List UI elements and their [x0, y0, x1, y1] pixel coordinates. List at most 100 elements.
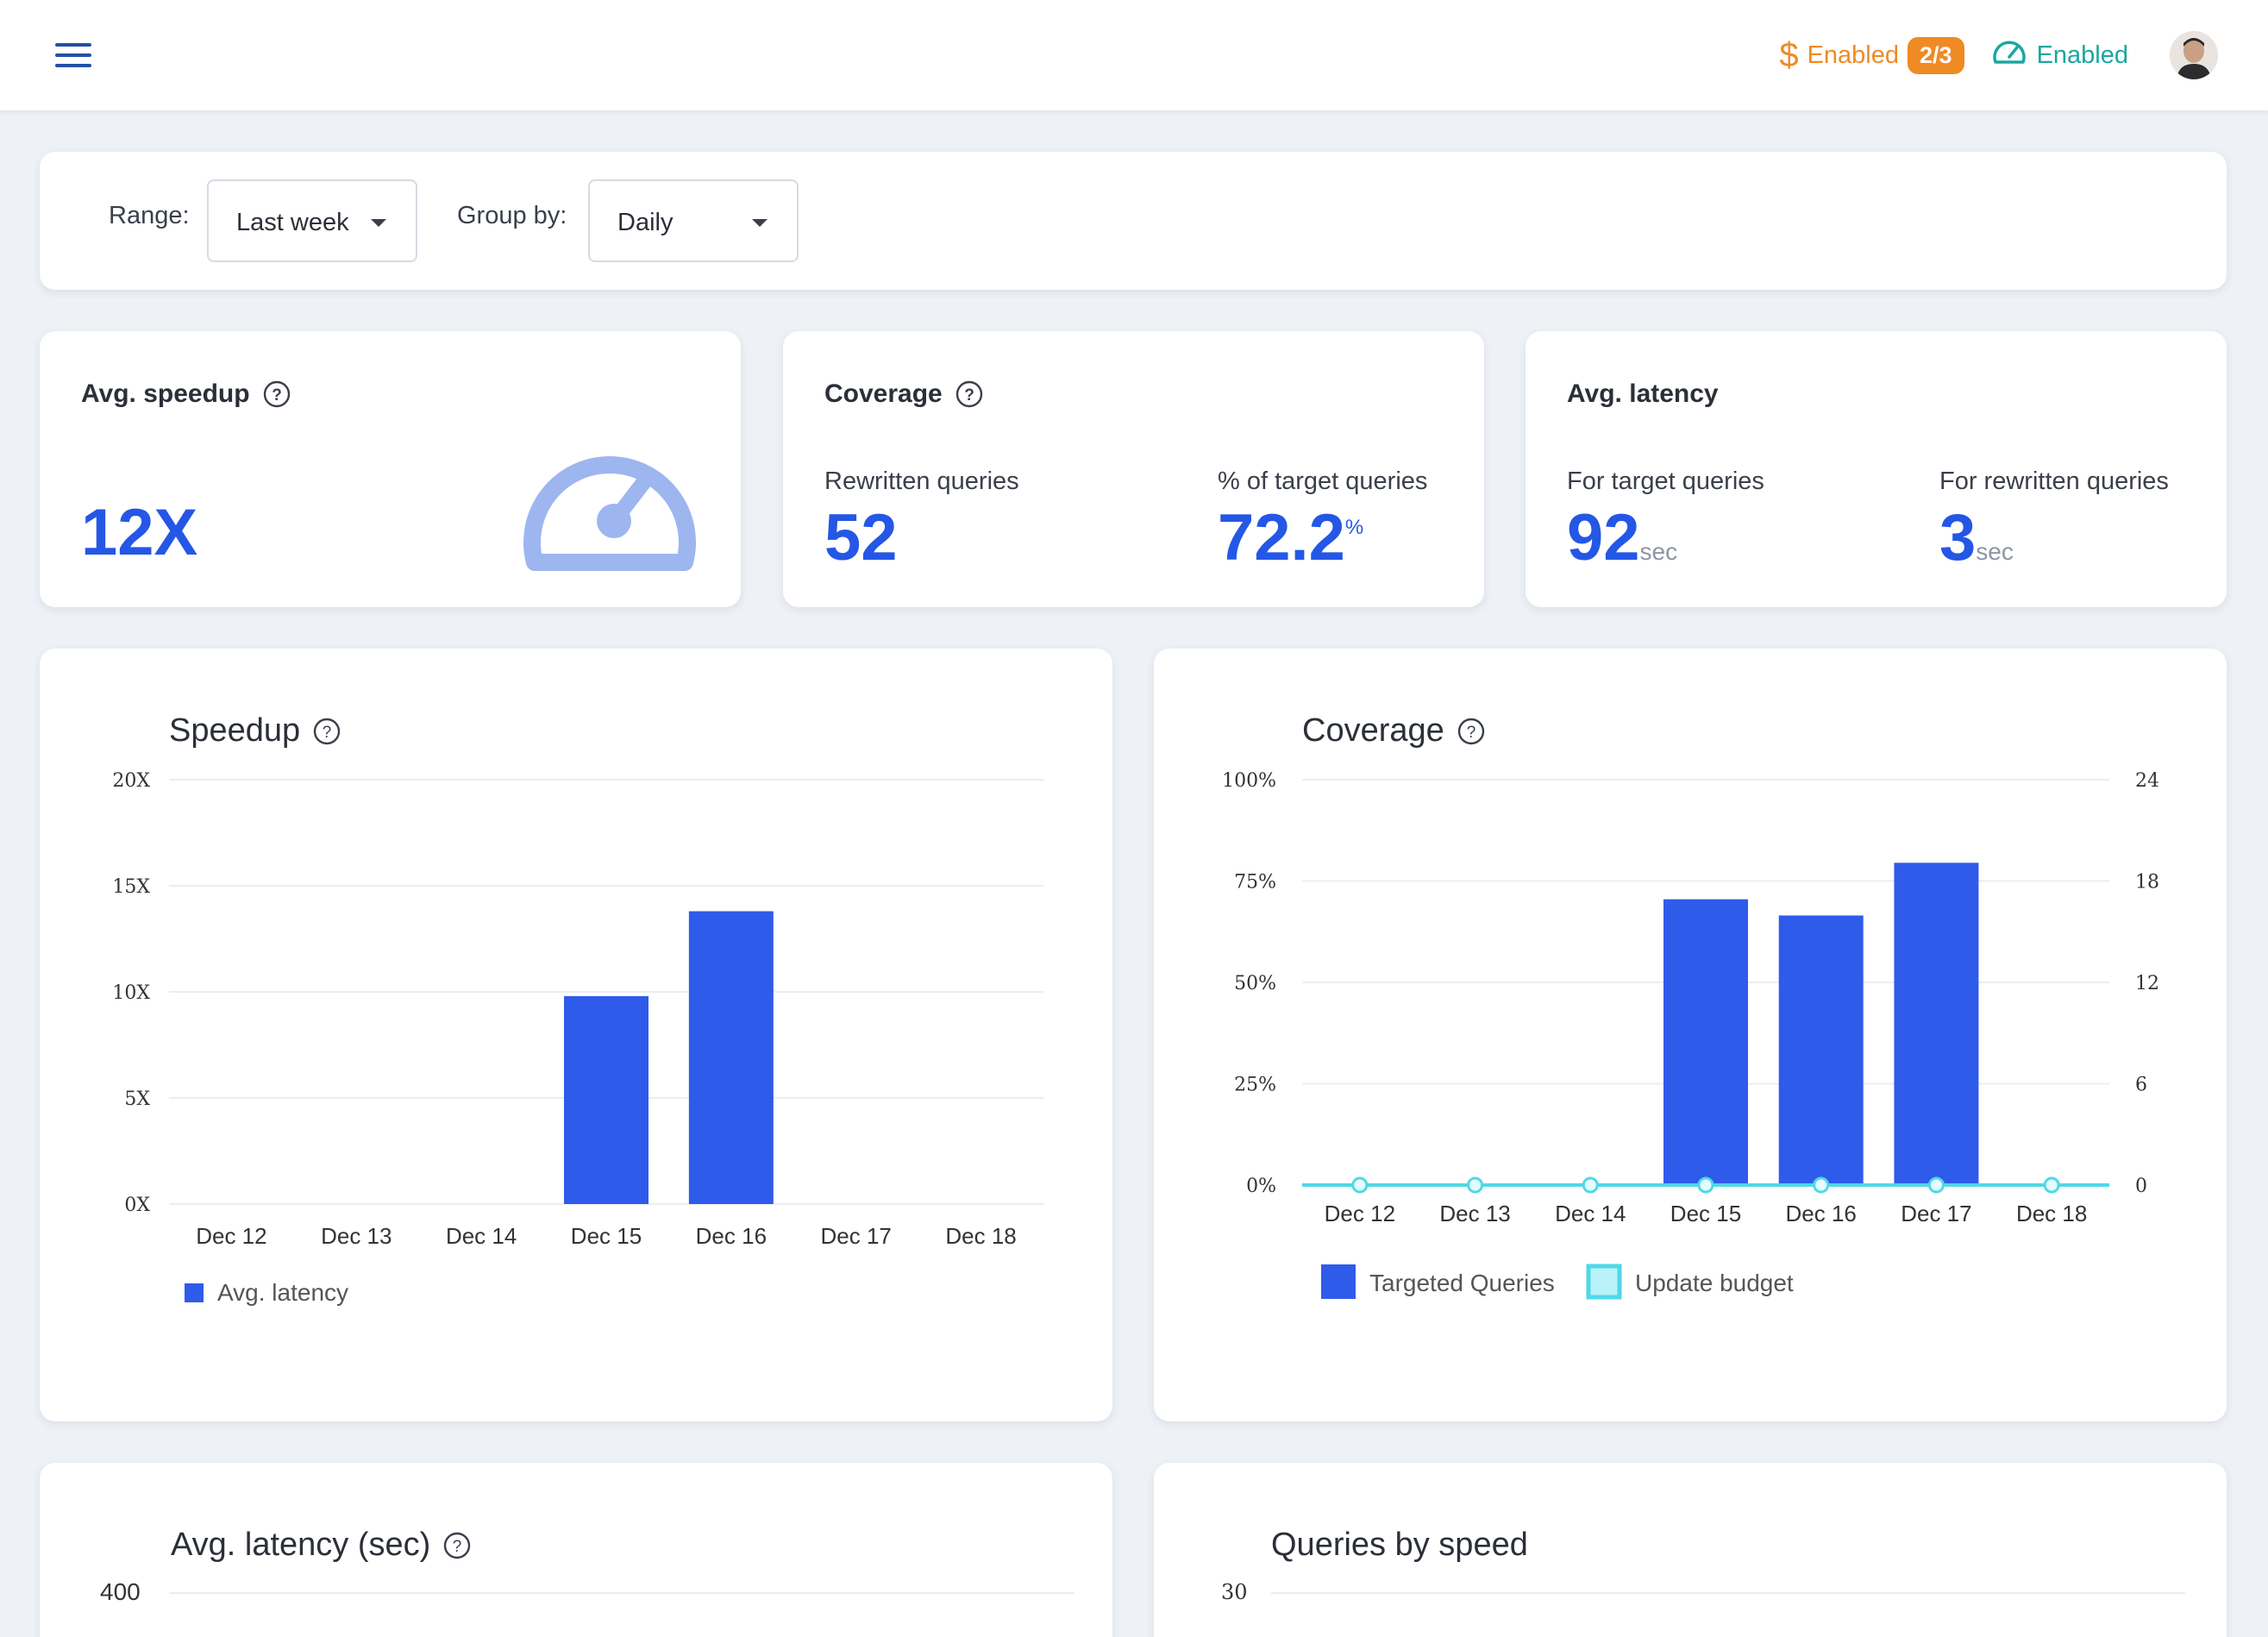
- gridline: [169, 1592, 1074, 1594]
- dollar-icon: $: [1779, 35, 1799, 74]
- bar: [1778, 915, 1864, 1185]
- target-latency-value: 92: [1567, 501, 1640, 574]
- x-tick-label: Dec 15: [1670, 1201, 1741, 1226]
- svg-text:?: ?: [323, 724, 332, 742]
- queries-speed-chart-title-text: Queries by speed: [1271, 1527, 1528, 1563]
- range-select[interactable]: Last week: [207, 179, 417, 262]
- target-latency-value-group: 92sec: [1567, 500, 1677, 575]
- latency-stat-title-text: Avg. latency: [1567, 379, 1719, 408]
- rewritten-latency-value-group: 3sec: [1939, 500, 2014, 575]
- coverage-stat-title: Coverage ?: [824, 379, 984, 409]
- legend-label: Update budget: [1635, 1270, 1794, 1296]
- x-tick-label: Dec 14: [446, 1223, 517, 1249]
- percent-target-label: % of target queries: [1218, 467, 1428, 495]
- budget-status[interactable]: $ Enabled 2/3: [1779, 36, 1964, 75]
- y2-tick-label: 0: [2135, 1176, 2147, 1197]
- y-tick-label: 75%: [1234, 872, 1276, 894]
- latency-chart-title-text: Avg. latency (sec): [171, 1527, 431, 1563]
- chevron-down-icon: [752, 219, 767, 227]
- y-tick-label: 0%: [1246, 1176, 1276, 1197]
- menu-icon[interactable]: [55, 41, 91, 69]
- speedup-stat-title: Avg. speedup ?: [81, 379, 291, 409]
- svg-text:?: ?: [272, 386, 282, 405]
- coverage-stat-card: Coverage ? Rewritten queries 52 % of tar…: [783, 331, 1484, 607]
- y-tick-label: 100%: [1222, 770, 1276, 792]
- target-latency-unit: sec: [1639, 538, 1678, 565]
- help-icon[interactable]: ?: [1457, 717, 1486, 746]
- target-latency-label: For target queries: [1567, 467, 1764, 495]
- y2-tick-label: 6: [2135, 1075, 2147, 1096]
- percent-target-value-group: 72.2%: [1218, 500, 1363, 575]
- speedometer-icon: [1990, 34, 2028, 76]
- x-tick-label: Dec 18: [945, 1223, 1016, 1249]
- x-tick-label: Dec 16: [1786, 1201, 1857, 1226]
- budget-point: [1927, 1176, 1945, 1194]
- x-tick-label: Dec 17: [821, 1223, 892, 1249]
- y2-tick-label: 24: [2135, 770, 2159, 792]
- x-tick-label: Dec 14: [1555, 1201, 1626, 1226]
- help-icon[interactable]: ?: [262, 379, 291, 409]
- legend-label: Avg. latency: [217, 1279, 348, 1306]
- x-tick-label: Dec 15: [571, 1223, 642, 1249]
- y-tick-label: 5X: [124, 1088, 150, 1110]
- budget-point: [1813, 1176, 1830, 1194]
- gridline: [1271, 1592, 2185, 1594]
- y-tick-label: 15X: [112, 876, 150, 898]
- svg-text:?: ?: [453, 1538, 462, 1556]
- legend-swatch: [1586, 1264, 1622, 1300]
- bar: [1663, 899, 1748, 1185]
- group-by-select[interactable]: Daily: [588, 179, 799, 262]
- help-icon[interactable]: ?: [312, 717, 341, 746]
- avatar[interactable]: [2170, 31, 2218, 79]
- rewritten-latency-value: 3: [1939, 501, 1977, 574]
- latency-stat-card: Avg. latency For target queries 92sec Fo…: [1526, 331, 2227, 607]
- speedup-chart-title: Speedup ?: [169, 712, 341, 750]
- y2-tick-label: 12: [2135, 973, 2159, 994]
- y2-tick-label: 18: [2135, 872, 2159, 894]
- latency-stat-title: Avg. latency: [1567, 379, 1719, 409]
- x-tick-label: Dec 12: [196, 1223, 266, 1249]
- bar: [1894, 862, 1979, 1185]
- coverage-chart-title: Coverage ?: [1302, 712, 1486, 750]
- rewritten-queries-label: Rewritten queries: [824, 467, 1019, 495]
- x-tick-label: Dec 16: [696, 1223, 767, 1249]
- budget-point: [1582, 1176, 1599, 1194]
- bar: [688, 911, 774, 1204]
- y-tick-label: 25%: [1234, 1075, 1276, 1096]
- legend-swatch: [1321, 1264, 1356, 1299]
- queries-speed-chart-title: Queries by speed: [1271, 1527, 1528, 1564]
- top-bar: $ Enabled 2/3 Enabled: [0, 0, 2268, 110]
- x-tick-label: Dec 12: [1325, 1201, 1395, 1226]
- group-by-label: Group by:: [457, 202, 567, 229]
- speedometer-icon: [523, 455, 696, 571]
- svg-text:?: ?: [1466, 724, 1475, 742]
- y-tick-label: 0X: [124, 1195, 150, 1216]
- coverage-chart: 0% 0 25% 6 50% 12 75% 18 100% 24 Dec 12 Dec 13 Dec 1…: [1222, 770, 2159, 1300]
- speedup-chart-title-text: Speedup: [169, 712, 301, 749]
- rewritten-latency-label: For rewritten queries: [1939, 467, 2169, 495]
- bar: [564, 995, 648, 1204]
- latency-y-tick: 400: [100, 1578, 141, 1605]
- filter-bar: Range: Last week Group by: Daily: [40, 152, 2227, 290]
- percent-target-value: 72.2: [1218, 501, 1345, 574]
- rewritten-queries-value: 52: [824, 501, 898, 574]
- speedup-stat-title-text: Avg. speedup: [81, 379, 250, 408]
- speed-status[interactable]: Enabled: [1990, 34, 2128, 76]
- latency-chart-card: Avg. latency (sec) ? 400: [40, 1463, 1112, 1637]
- budget-point: [1697, 1176, 1714, 1194]
- coverage-chart-card: Coverage ? 0% 0 25% 6 50% 12 75% 18 100% 24 Dec 12…: [1154, 649, 2227, 1421]
- legend-swatch: [185, 1283, 204, 1302]
- y-tick-label: 20X: [112, 770, 150, 792]
- speed-status-label: Enabled: [2036, 41, 2128, 69]
- speedup-value: 12X: [81, 496, 198, 569]
- speedup-chart-card: Speedup ? 0X 5X 10X 15X 20X Dec 12 Dec 13 Dec 1…: [40, 649, 1112, 1421]
- latency-chart-title: Avg. latency (sec) ?: [171, 1527, 472, 1564]
- help-icon[interactable]: ?: [955, 379, 984, 409]
- budget-point: [1467, 1176, 1484, 1194]
- budget-point: [1351, 1176, 1369, 1194]
- help-icon[interactable]: ?: [442, 1531, 472, 1560]
- chevron-down-icon: [371, 219, 386, 227]
- y-tick-label: 10X: [112, 982, 150, 1004]
- rewritten-latency-unit: sec: [1976, 538, 2014, 565]
- x-tick-label: Dec 13: [321, 1223, 392, 1249]
